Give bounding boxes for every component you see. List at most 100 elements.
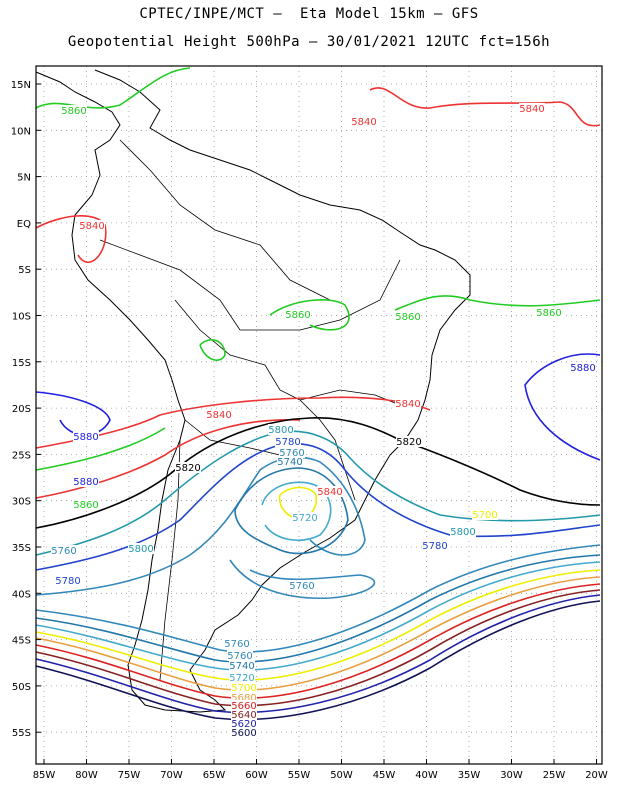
contour-label-bg [285, 309, 311, 320]
lat-label: 5S [18, 265, 31, 276]
contour-label-bg [422, 540, 448, 551]
contour-label: 5760 [227, 651, 252, 662]
lat-label: 20S [12, 404, 31, 415]
contour-labels: 5860 5840 5840 5840 5860 5860 5860 5880 5840 5840… [51, 103, 596, 739]
lon-label: 70W [160, 770, 183, 781]
contours [35, 67, 601, 721]
contour-label: 5840 [351, 117, 376, 128]
contour-label-bg [51, 545, 77, 556]
contour-label: 5800 [450, 527, 475, 538]
contour-label-bg [231, 718, 257, 729]
contour-label-bg [229, 672, 255, 683]
contour-5860-bolivia [199, 339, 226, 361]
contour-5740 [234, 467, 349, 555]
contour-label-bg [229, 660, 255, 671]
contour-label-bg [395, 311, 421, 322]
contour-5860-north [35, 67, 191, 109]
contour-label: 5800 [128, 544, 153, 555]
contour-label-bg [73, 499, 99, 510]
contour-label-bg [395, 398, 421, 409]
contour-label: 5820 [175, 463, 200, 474]
contour-label: 5860 [61, 106, 86, 117]
contour-5680-south [35, 576, 601, 691]
lon-label: 75W [118, 770, 141, 781]
contour-label-bg [231, 727, 257, 738]
longitude-labels: 85W 80W 75W 70W 65W 60W 55W 50W 45W 40W 35W 30W 25W 2… [33, 759, 608, 781]
contour-5860-brazil [269, 295, 601, 331]
lon-label: 30W [500, 770, 523, 781]
lon-label: 45W [373, 770, 396, 781]
contour-label: 5860 [395, 312, 420, 323]
map-title: CPTEC/INPE/MCT – Eta Model 15km – GFS [139, 6, 479, 22]
lat-label: 35S [12, 543, 31, 554]
lon-label: 40W [415, 770, 438, 781]
contour-5780 [35, 443, 601, 571]
lon-label: 85W [33, 770, 56, 781]
lat-label: 30S [12, 497, 31, 508]
contour-5760-south [35, 544, 601, 653]
contour-label: 5880 [73, 432, 98, 443]
contour-label: 5680 [231, 693, 256, 704]
lat-label: 45S [12, 636, 31, 647]
contour-label: 5880 [570, 363, 595, 374]
contour-label-bg [55, 575, 81, 586]
contour-label-bg [268, 424, 294, 435]
contour-5740-south [35, 554, 601, 663]
contour-label-bg [275, 436, 301, 447]
contour-label-bg [396, 436, 422, 447]
lat-label: 15S [12, 358, 31, 369]
contour-5620-south [35, 594, 601, 714]
contour-label-bg [292, 512, 318, 523]
contour-label: 5860 [285, 310, 310, 321]
contour-label: 5760 [289, 581, 314, 592]
contour-label-bg [128, 543, 154, 554]
contour-label-bg [351, 116, 377, 127]
contour-label: 5640 [231, 710, 256, 721]
lon-label: 60W [245, 770, 268, 781]
contour-label-bg [231, 700, 257, 711]
contour-label-bg [227, 650, 253, 661]
lat-label: 10N [11, 126, 31, 137]
lon-label: 65W [203, 770, 226, 781]
contour-label: 5780 [275, 437, 300, 448]
contour-label-bg [570, 362, 596, 373]
contour-label: 5840 [79, 221, 104, 232]
contour-label: 5780 [422, 541, 447, 552]
contour-label-bg [73, 431, 99, 442]
contour-5660-south [35, 583, 601, 699]
lat-label: EQ [17, 219, 31, 230]
contour-5760 [35, 456, 376, 600]
map-subtitle: Geopotential Height 500hPa – 30/01/2021 … [67, 34, 551, 50]
lon-label: 50W [330, 770, 353, 781]
lon-label: 25W [543, 770, 566, 781]
contour-label: 5740 [229, 661, 254, 672]
contour-label: 5840 [519, 104, 544, 115]
contour-label-bg [231, 709, 257, 720]
contour-label-bg [277, 456, 303, 467]
contour-label-bg [231, 692, 257, 703]
contour-label: 5840 [206, 410, 231, 421]
contour-label-bg [206, 409, 232, 420]
contour-label: 5620 [231, 719, 256, 730]
contour-5720 [261, 481, 332, 541]
contour-label-bg [61, 105, 87, 116]
contour-label-bg [536, 307, 562, 318]
contour-5840-south [35, 396, 431, 449]
contour-label-bg [231, 682, 257, 693]
contour-5600-south [35, 600, 601, 721]
lat-label: 55S [12, 728, 31, 739]
contour-label-bg [450, 526, 476, 537]
contour-label: 5760 [224, 639, 249, 650]
contour-label: 5840 [317, 487, 342, 498]
contour-label-bg [73, 476, 99, 487]
contour-label: 5600 [231, 728, 256, 739]
contour-label-bg [519, 103, 545, 114]
country-borders [99, 139, 401, 681]
coastline [35, 69, 471, 713]
contour-5720-south [35, 561, 601, 671]
contour-5700-south [35, 569, 601, 681]
contour-label-bg [279, 447, 305, 458]
lon-label: 55W [288, 770, 311, 781]
contour-5840-north [369, 87, 601, 127]
